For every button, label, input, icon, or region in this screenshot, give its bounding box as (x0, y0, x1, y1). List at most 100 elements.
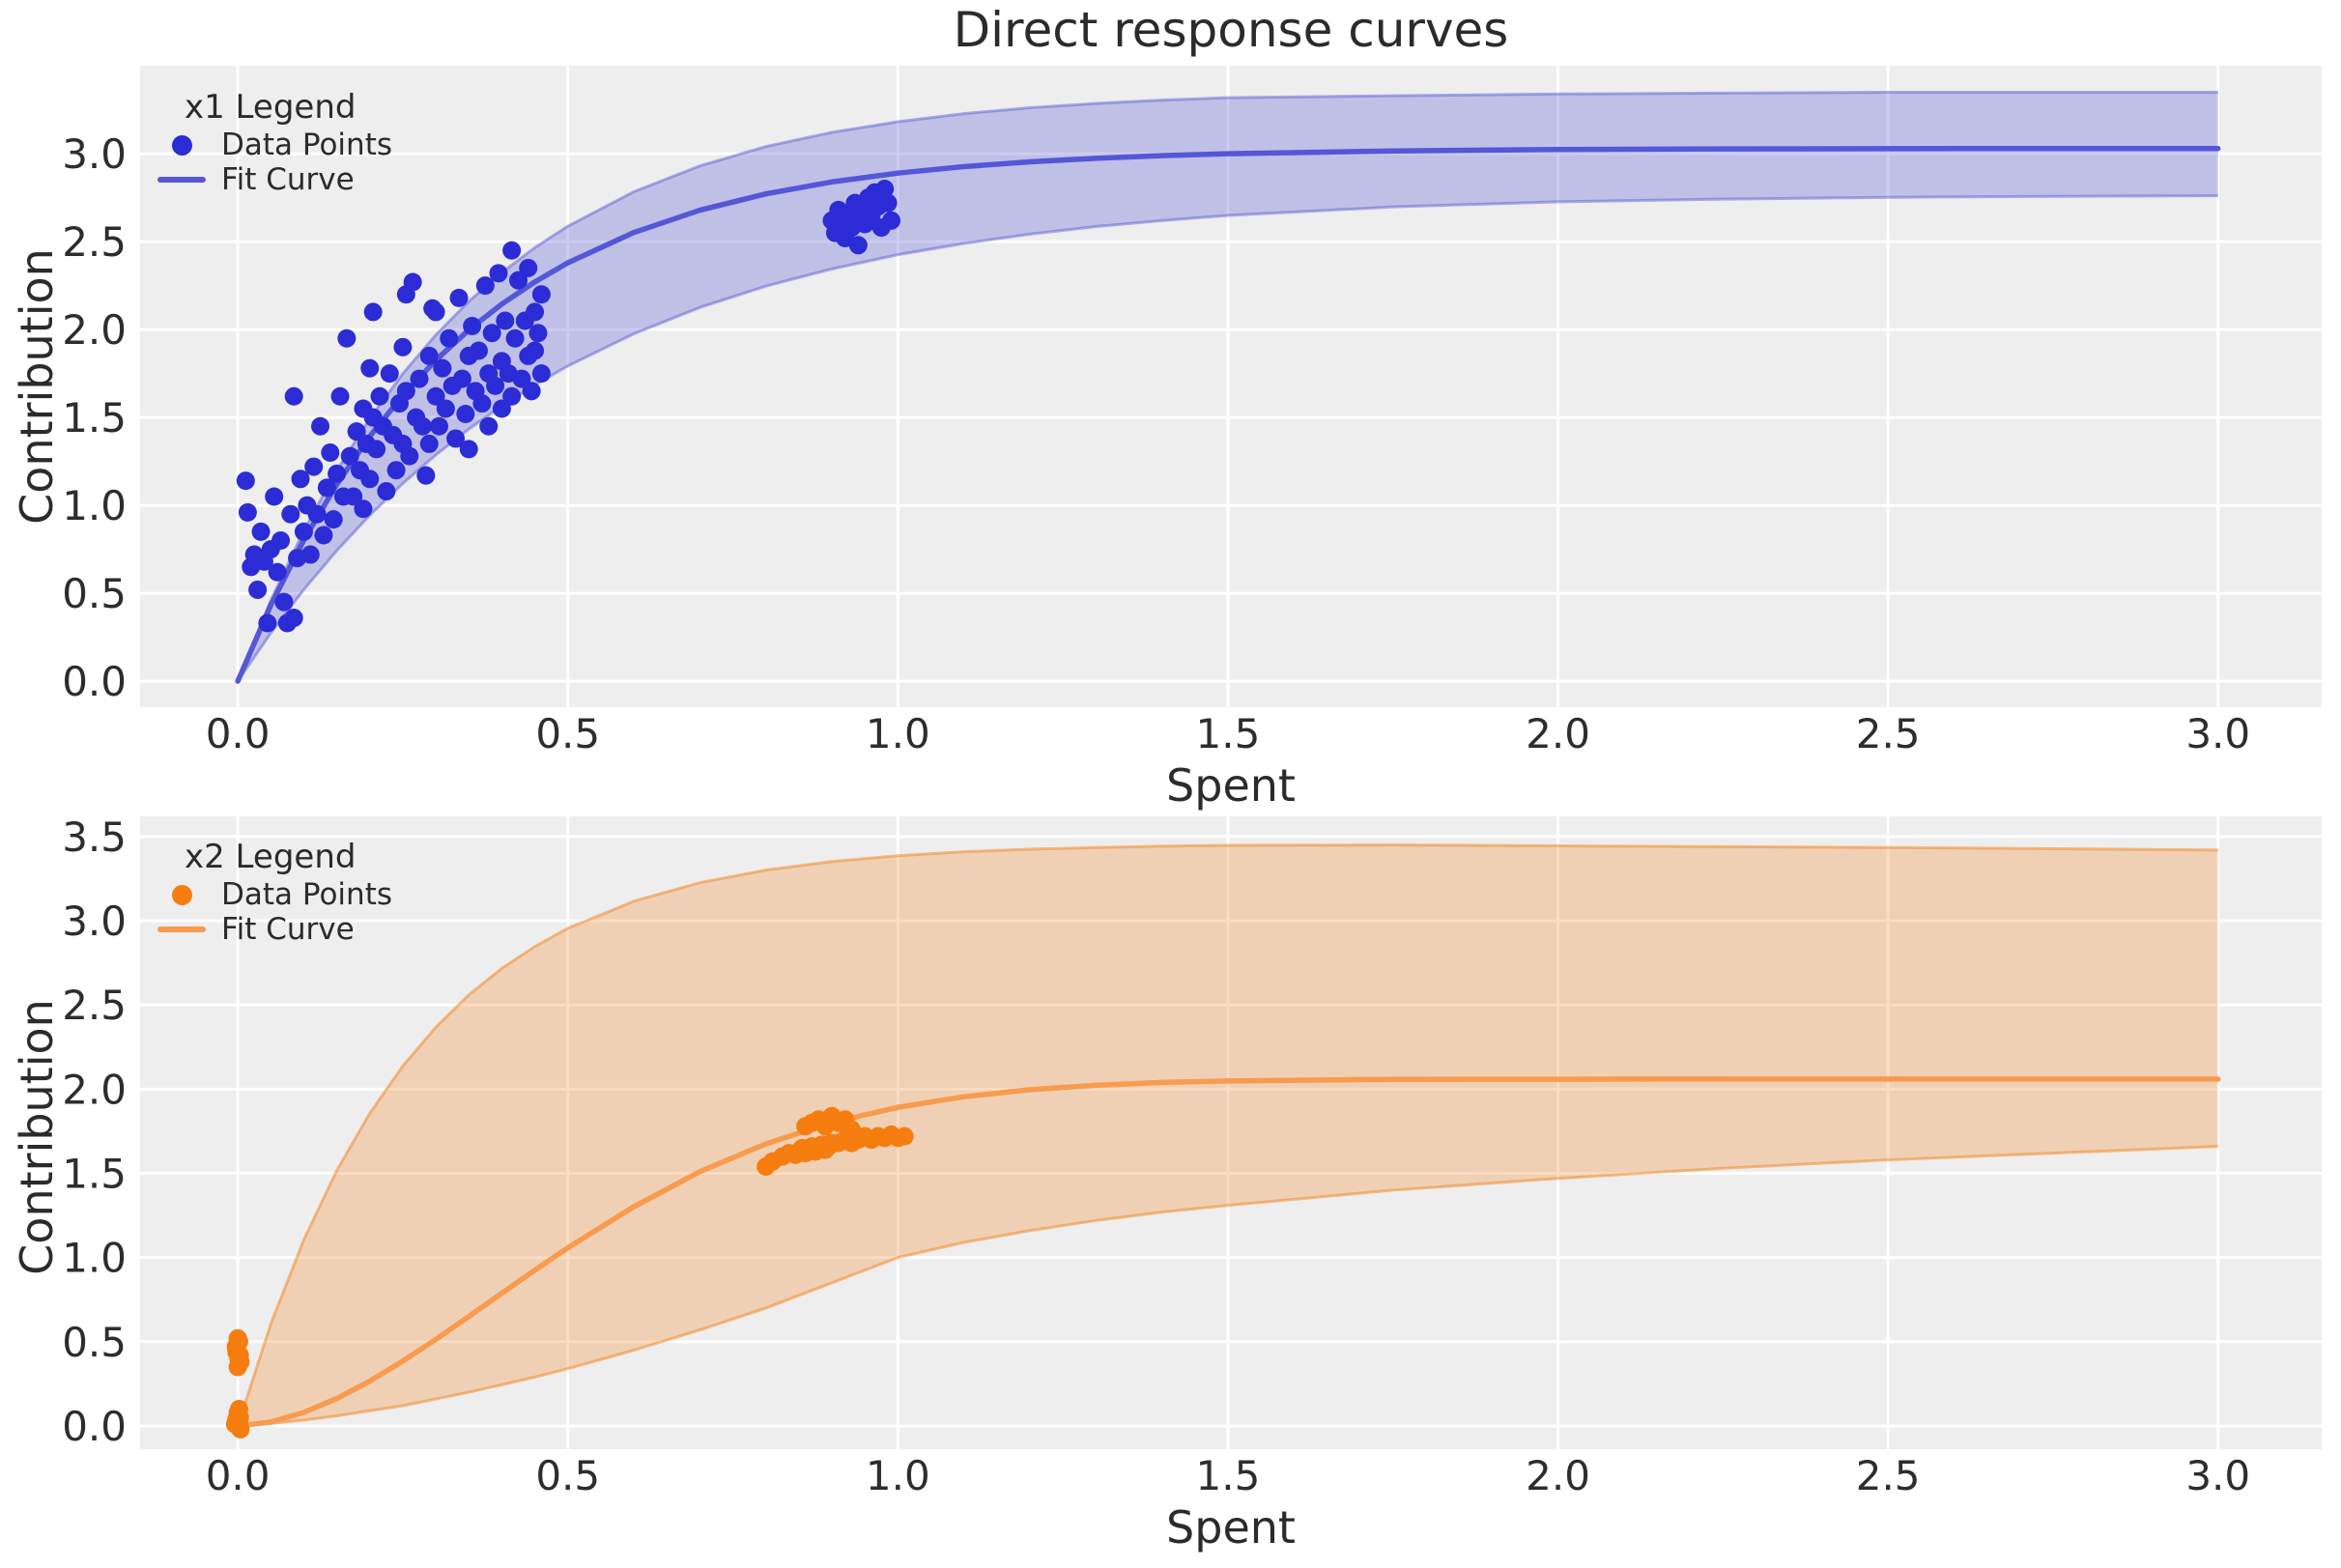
data-point (469, 341, 488, 360)
x-tick-label: 0.0 (206, 1452, 271, 1499)
bottom-x-axis-label: Spent (1166, 1501, 1296, 1554)
data-point (344, 487, 363, 506)
y-tick-label: 2.5 (62, 218, 127, 266)
bottom-grid (140, 816, 2322, 1449)
data-point (284, 386, 303, 406)
data-point (274, 592, 294, 612)
bottom-plot: 0.0 0.5 1.0 1.5 2.0 2.5 3.0 0.0 0.5 1.0 1.5 2.0 2.5 3… (62, 813, 2322, 1499)
data-point (337, 328, 357, 348)
data-point (426, 386, 445, 406)
data-point (347, 422, 366, 442)
data-point (363, 302, 383, 322)
data-point (436, 399, 455, 418)
x-tick-label: 0.5 (535, 710, 600, 757)
data-point (393, 337, 413, 356)
y-tick-label: 0.5 (62, 1319, 127, 1366)
top-data-points (236, 180, 900, 633)
data-point (367, 440, 386, 459)
bottom-tick-labels: 0.0 0.5 1.0 1.5 2.0 2.5 3.0 0.0 0.5 1.0 1.5 2.0 2.5 3… (62, 813, 2250, 1499)
data-point (258, 613, 277, 633)
data-point (496, 311, 515, 330)
legend-entry-data-points: Data Points (157, 877, 392, 912)
x-tick-label: 1.0 (866, 710, 930, 757)
data-point (416, 466, 436, 485)
data-point (340, 446, 359, 466)
data-point (284, 609, 303, 628)
data-point (522, 382, 541, 401)
data-point (489, 264, 508, 283)
top-plot: 0.0 0.5 1.0 1.5 2.0 2.5 3.0 0.0 0.5 1.0 1.5 2.0 2.5 3… (62, 66, 2322, 757)
data-point (848, 236, 868, 255)
data-point (482, 324, 501, 343)
data-point (519, 258, 538, 277)
data-point (881, 211, 900, 230)
legend-title: x1 Legend (185, 88, 357, 127)
legend-title: x2 Legend (185, 838, 357, 876)
data-point (311, 416, 330, 436)
data-point (377, 482, 396, 501)
data-point (429, 416, 448, 436)
data-point (386, 461, 406, 480)
data-point (502, 241, 522, 260)
data-point (229, 1411, 248, 1431)
data-point (875, 180, 895, 199)
y-tick-label: 0.5 (62, 570, 127, 617)
y-tick-label: 3.0 (62, 898, 127, 945)
y-tick-label: 2.0 (62, 306, 127, 354)
bottom-fit-curve (235, 1076, 2221, 1429)
legend-entry-label: Fit Curve (221, 912, 355, 947)
data-point (281, 504, 300, 524)
legend-entry-fit-curve: Fit Curve (157, 912, 392, 947)
x-tick-label: 1.5 (1196, 1452, 1261, 1499)
x1-legend: x1 Legend Data Points Fit Curve (157, 87, 392, 197)
data-point (304, 457, 324, 476)
y-tick-label: 1.5 (62, 394, 127, 442)
data-point (271, 530, 291, 550)
fit-curve-line-icon (157, 927, 206, 932)
data-point (413, 416, 432, 436)
data-point (459, 440, 478, 459)
y-tick-label: 0.0 (62, 658, 127, 705)
x-tick-label: 1.0 (866, 1452, 930, 1499)
data-point (895, 1126, 914, 1146)
legend-entry-fit-curve: Fit Curve (157, 162, 392, 197)
x-tick-label: 0.0 (206, 710, 271, 757)
data-point (433, 358, 452, 378)
bottom-y-axis-label: Contribution (11, 999, 63, 1275)
data-point (238, 502, 257, 522)
data-point (475, 276, 495, 296)
top-x-axis-label: Spent (1166, 759, 1296, 812)
data-point (472, 394, 492, 413)
data-point (526, 341, 545, 360)
data-point (426, 302, 445, 322)
data-point (229, 1332, 248, 1352)
data-point (486, 376, 505, 395)
legend-entry-label: Data Points (221, 877, 392, 912)
data-points-marker-icon (171, 134, 192, 156)
x-tick-label: 2.5 (1856, 710, 1921, 757)
data-point (314, 526, 333, 545)
y-tick-label: 1.5 (62, 1151, 127, 1198)
data-point (878, 193, 898, 213)
data-point (452, 369, 471, 388)
data-point (360, 358, 380, 378)
data-point (419, 434, 439, 453)
data-point (531, 364, 551, 384)
data-point (324, 510, 343, 529)
data-point (236, 471, 255, 491)
data-point (291, 470, 310, 489)
top-tick-labels: 0.0 0.5 1.0 1.5 2.0 2.5 3.0 0.0 0.5 1.0 1.5 2.0 2.5 3… (62, 130, 2250, 757)
data-point (307, 504, 327, 524)
data-point (479, 416, 499, 436)
data-point (512, 369, 531, 388)
legend-entry-label: Data Points (221, 128, 392, 162)
x2-legend: x2 Legend Data Points Fit Curve (157, 837, 392, 947)
x-tick-label: 1.5 (1196, 710, 1261, 757)
data-point (508, 271, 528, 290)
data-point (440, 328, 459, 348)
y-tick-label: 3.0 (62, 130, 127, 178)
data-point (446, 429, 466, 448)
x-tick-label: 2.0 (1526, 710, 1590, 757)
